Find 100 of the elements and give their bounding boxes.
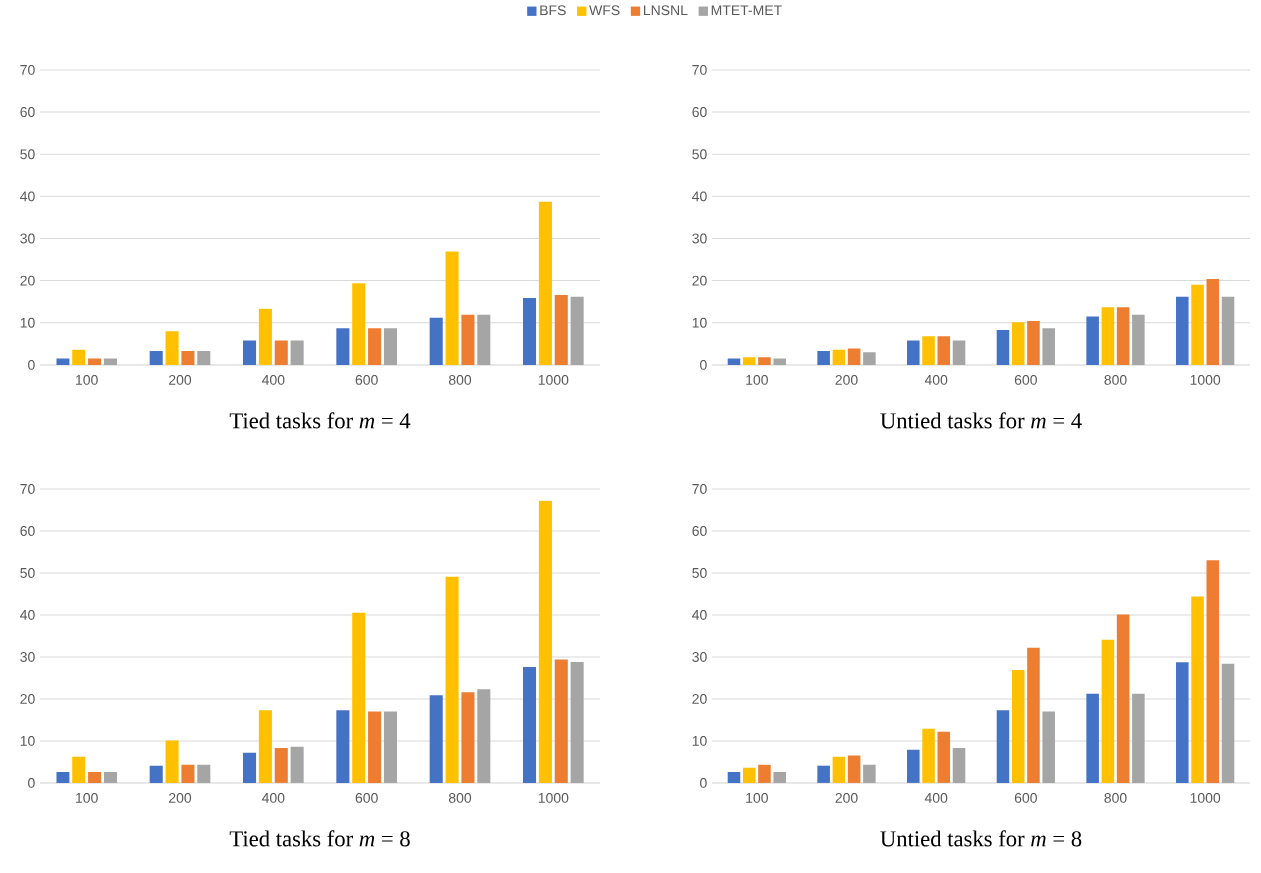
- bar: [773, 358, 786, 365]
- bar: [727, 772, 741, 783]
- y-tick-label: 10: [692, 317, 707, 328]
- bar: [863, 352, 876, 365]
- bar: [383, 711, 397, 783]
- bar: [149, 765, 163, 783]
- x-tick-label: 100: [746, 375, 768, 385]
- x-tick-label: 100: [76, 375, 98, 385]
- bar: [368, 711, 382, 783]
- bar: [197, 764, 211, 783]
- y-tick-label: 0: [28, 360, 35, 370]
- x-tick-label: 600: [355, 375, 378, 385]
- y-tick-label: 0: [700, 778, 707, 788]
- bar: [742, 767, 756, 783]
- y-tick-label: 70: [692, 65, 707, 75]
- bar: [1132, 693, 1145, 783]
- bar: [1011, 669, 1025, 783]
- bar: [1116, 614, 1130, 783]
- bar: [847, 348, 861, 365]
- x-tick-label: 200: [835, 793, 858, 803]
- legend-label: BFS: [540, 5, 566, 16]
- text: Tied tasks for m = 4: [229, 412, 411, 429]
- y-tick-label: 40: [692, 610, 707, 620]
- x-tick-label: 1000: [1190, 793, 1221, 803]
- bar: [477, 689, 491, 783]
- x-tick-label: 1000: [538, 375, 569, 385]
- bar: [922, 336, 935, 365]
- x-tick-label: 400: [261, 375, 285, 385]
- legend-label: WFS: [589, 5, 620, 16]
- bar: [996, 710, 1010, 783]
- text: Untied tasks for m = 8: [880, 830, 1082, 847]
- bar: [258, 710, 272, 783]
- y-tick-label: 40: [20, 610, 35, 620]
- y-tick-label: 20: [20, 694, 35, 704]
- y-tick-label: 60: [20, 526, 35, 536]
- bar: [165, 740, 179, 783]
- x-tick-label: 800: [1104, 793, 1127, 803]
- bar: [937, 731, 951, 783]
- text: Untied tasks for m = 4: [880, 412, 1082, 429]
- bar: [1101, 639, 1115, 783]
- bar: [1191, 284, 1204, 365]
- y-tick-label: 50: [692, 568, 707, 578]
- x-tick-label: 100: [76, 793, 98, 803]
- text: Tied tasks for m = 8: [229, 830, 410, 847]
- bar: [1086, 316, 1099, 365]
- bar: [72, 756, 86, 783]
- bar: [832, 349, 846, 365]
- y-tick-label: 20: [20, 275, 35, 286]
- x-tick-label: 800: [448, 793, 472, 803]
- bar: [1206, 560, 1220, 783]
- x-tick-label: 1000: [1190, 375, 1221, 385]
- bar: [1176, 662, 1189, 783]
- x-tick-label: 200: [169, 375, 192, 385]
- y-tick-label: 60: [20, 107, 35, 118]
- bar: [274, 748, 288, 783]
- bar: [352, 612, 366, 783]
- bar: [727, 358, 741, 365]
- bar: [243, 340, 257, 365]
- y-tick-label: 30: [692, 233, 707, 244]
- bar: [477, 314, 491, 365]
- y-tick-label: 10: [20, 736, 35, 746]
- bar: [181, 764, 195, 783]
- y-tick-label: 50: [20, 149, 35, 160]
- y-tick-label: 30: [20, 652, 35, 662]
- y-tick-label: 60: [692, 526, 707, 536]
- bar: [570, 662, 584, 783]
- y-tick-label: 0: [700, 360, 707, 370]
- bar: [742, 357, 756, 365]
- bar: [103, 358, 117, 365]
- bar: [773, 772, 786, 783]
- y-tick-label: 30: [20, 233, 35, 244]
- bar: [554, 659, 568, 783]
- y-tick-label: 70: [20, 484, 35, 494]
- bar: [88, 358, 102, 365]
- x-tick-label: 200: [835, 375, 858, 385]
- bar: [1221, 663, 1235, 783]
- bar: [383, 328, 397, 365]
- bar: [56, 772, 70, 783]
- bar: [538, 500, 552, 783]
- bar: [336, 710, 350, 783]
- bar: [952, 748, 966, 783]
- bar: [165, 331, 179, 365]
- bar: [1176, 296, 1189, 365]
- x-tick-label: 800: [1104, 375, 1127, 385]
- x-tick-label: 600: [1014, 375, 1037, 385]
- bar: [88, 772, 102, 783]
- bar: [937, 336, 951, 365]
- bar: [832, 756, 846, 783]
- y-tick-label: 10: [692, 736, 707, 746]
- x-tick-label: 400: [924, 793, 948, 803]
- y-tick-label: 30: [692, 652, 707, 662]
- bar: [243, 752, 257, 783]
- bar: [758, 357, 771, 365]
- x-tick-label: 1000: [538, 793, 569, 803]
- bar: [1206, 278, 1220, 365]
- bar: [922, 728, 935, 783]
- bar: [1011, 322, 1025, 365]
- bar: [907, 749, 920, 783]
- bar: [817, 765, 830, 783]
- bar: [181, 351, 195, 365]
